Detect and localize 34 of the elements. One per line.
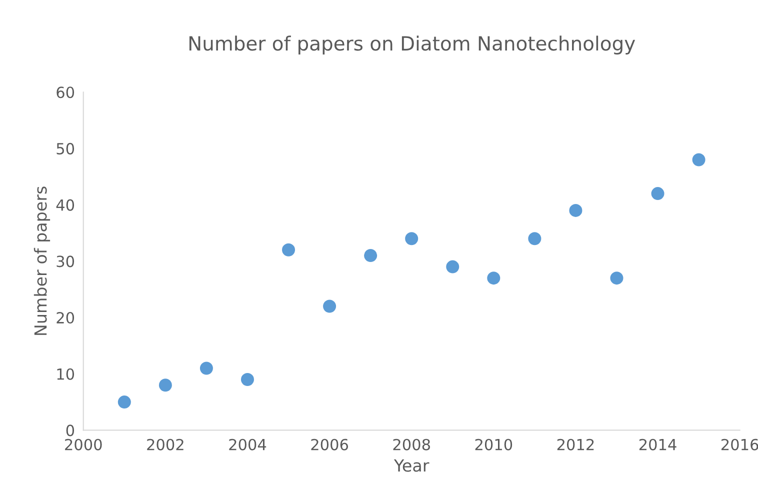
x-tick-label: 2016 <box>721 438 758 450</box>
point <box>487 272 500 285</box>
y-tick-label: 40 <box>56 199 74 211</box>
x-tick-label: 2006 <box>311 438 348 450</box>
point <box>323 300 336 313</box>
x-tick-label: 2000 <box>65 438 102 450</box>
y-tick-label: 60 <box>56 86 74 98</box>
point <box>692 153 706 166</box>
point <box>446 260 460 274</box>
x-axis-title: Year <box>394 459 430 472</box>
point <box>405 232 418 246</box>
x-tick-label: 2008 <box>393 438 430 450</box>
y-tick-label: 0 <box>66 424 74 436</box>
y-tick-label: 20 <box>56 312 74 324</box>
point <box>158 378 172 392</box>
point <box>610 272 624 285</box>
point <box>569 204 582 217</box>
x-tick-label: 2010 <box>475 438 512 450</box>
x-tick-label: 2002 <box>147 438 184 450</box>
y-tick-label: 50 <box>56 142 74 154</box>
point <box>240 373 254 386</box>
x-tick-label: 2004 <box>229 438 266 450</box>
y-tick-label: 10 <box>57 368 74 380</box>
point <box>282 243 296 256</box>
x-tick-label: 2014 <box>639 438 676 450</box>
chart-title: Number of papers on Diatom Nanotechnology <box>189 36 636 54</box>
point <box>200 362 213 375</box>
y-axis-title: Number of papers <box>34 186 50 335</box>
point <box>118 396 131 409</box>
point <box>651 187 664 200</box>
y-tick-label: 30 <box>56 256 74 268</box>
point <box>364 249 378 262</box>
point <box>528 232 542 246</box>
x-tick-label: 2012 <box>557 438 594 450</box>
